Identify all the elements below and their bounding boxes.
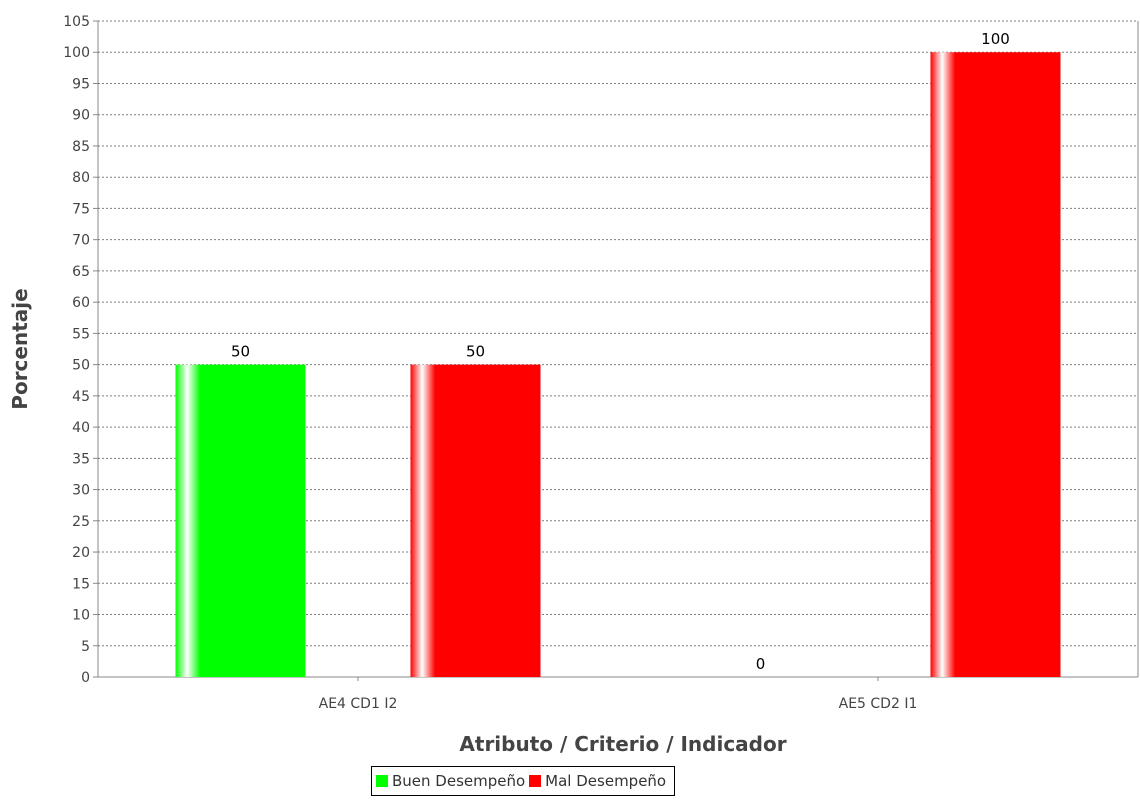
y-tick-label: 45 bbox=[72, 389, 90, 405]
legend-swatch-green bbox=[376, 775, 388, 787]
bar bbox=[410, 364, 541, 677]
y-tick-label: 75 bbox=[72, 201, 90, 217]
y-tick-label: 85 bbox=[72, 139, 90, 155]
y-tick-label: 20 bbox=[72, 545, 90, 561]
bar bbox=[930, 52, 1061, 677]
legend-item-mal-desempeno: Mal Desempeño bbox=[529, 772, 666, 790]
y-tick-label: 0 bbox=[81, 670, 90, 686]
y-axis-title: Porcentaje bbox=[8, 288, 32, 409]
x-tick-label: AE4 CD1 I2 bbox=[319, 696, 398, 712]
x-tick-label: AE5 CD2 I1 bbox=[839, 696, 918, 712]
bar-value-label: 50 bbox=[231, 343, 250, 361]
y-tick-label: 60 bbox=[72, 295, 90, 311]
y-tick-label: 90 bbox=[72, 108, 90, 124]
y-tick-label: 55 bbox=[72, 326, 90, 342]
y-tick-label: 100 bbox=[63, 45, 90, 61]
bars bbox=[175, 52, 1061, 677]
y-tick-label: 30 bbox=[72, 483, 90, 499]
y-tick-label: 50 bbox=[72, 358, 90, 374]
bar bbox=[175, 364, 306, 677]
y-tick-label: 40 bbox=[72, 420, 90, 436]
legend-label: Mal Desempeño bbox=[545, 772, 667, 790]
y-tick-label: 25 bbox=[72, 514, 90, 530]
bar-value-label: 0 bbox=[756, 655, 766, 673]
y-tick-label: 70 bbox=[72, 233, 90, 249]
legend-swatch-red bbox=[529, 775, 542, 787]
y-tick-label: 95 bbox=[72, 76, 90, 92]
y-tick-label: 35 bbox=[72, 451, 90, 467]
bar-value-label: 50 bbox=[466, 343, 485, 361]
y-tick-label: 10 bbox=[72, 608, 90, 624]
x-axis-title: Atributo / Criterio / Indicador bbox=[459, 732, 786, 756]
legend: Buen Desempeño Mal Desempeño bbox=[371, 766, 676, 796]
y-tick-label: 105 bbox=[63, 14, 90, 30]
y-tick-label: 15 bbox=[72, 576, 90, 592]
bar-value-label: 100 bbox=[981, 30, 1010, 48]
y-tick-label: 65 bbox=[72, 264, 90, 280]
y-tick-label: 80 bbox=[72, 170, 90, 186]
value-labels: 50 50 0 100 bbox=[231, 30, 1010, 673]
legend-label: Buen Desempeño bbox=[392, 772, 526, 790]
legend-item-buen-desempeno: Buen Desempeño bbox=[376, 772, 525, 790]
y-tick-label: 5 bbox=[81, 639, 90, 655]
